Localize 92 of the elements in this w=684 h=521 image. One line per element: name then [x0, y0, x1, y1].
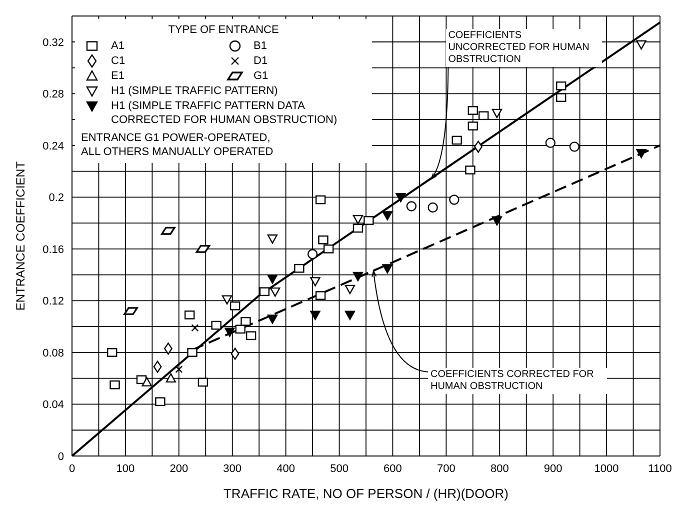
- point: [636, 40, 646, 50]
- legend-label: B1: [254, 39, 267, 53]
- point: [246, 331, 256, 340]
- point: [449, 194, 460, 205]
- annotation: COEFFICIENTS CORRECTED FOR HUMAN OBSTRUCTION: [428, 368, 608, 394]
- point: [492, 108, 502, 118]
- point: [468, 106, 478, 115]
- point: [318, 235, 328, 244]
- y-tick-label: 0.24: [42, 140, 64, 152]
- point: [222, 295, 232, 305]
- point: [310, 277, 320, 286]
- point: [344, 284, 356, 294]
- point: [492, 216, 502, 226]
- x-tick-label: 400: [276, 462, 295, 475]
- point: [106, 348, 118, 357]
- x-axis-title: TRAFFIC RATE, NO OF PERSON / (HR)(DOOR): [223, 486, 509, 501]
- point: [230, 348, 240, 360]
- point: [569, 142, 580, 152]
- point: [556, 93, 566, 102]
- x-tick-label: 1000: [594, 462, 619, 475]
- annotation: ENTRANCE G1 POWER-OPERATED, ALL OTHERS MANUALLY OPERATED: [81, 131, 274, 159]
- legend-label: E1: [111, 69, 124, 83]
- point: [636, 148, 646, 158]
- point: [259, 287, 270, 296]
- legend-label: D1: [254, 54, 268, 68]
- point: [344, 310, 356, 320]
- point: [428, 202, 438, 213]
- point: [191, 324, 199, 332]
- point: [310, 310, 320, 320]
- point: [155, 397, 166, 406]
- legend-title: TYPE OF ENTRANCE: [167, 23, 280, 37]
- x-tick-label: 300: [223, 462, 242, 475]
- y-tick-label: 0.12: [42, 296, 64, 308]
- point: [352, 224, 364, 233]
- point: [465, 166, 476, 174]
- point: [406, 201, 417, 212]
- legend-label: G1: [254, 69, 268, 83]
- point: [267, 314, 278, 324]
- point: [267, 274, 278, 284]
- point: [110, 380, 120, 390]
- point: [187, 348, 198, 357]
- x-tick-label: 700: [437, 462, 456, 475]
- point: [382, 264, 392, 274]
- legend-label: C1: [111, 54, 126, 68]
- point: [382, 211, 392, 220]
- point: [184, 310, 195, 320]
- point: [478, 111, 489, 120]
- legend-label: H1 (SIMPLE TRAFFIC PATTERN): [111, 84, 278, 98]
- y-tick-label: 0.16: [42, 244, 64, 256]
- x-tick-label: 900: [544, 462, 562, 475]
- y-tick-label: 0.2: [48, 192, 64, 204]
- point: [267, 234, 278, 244]
- legend-label: H1 (SIMPLE TRAFFIC PATTERN DATA CORRECTED FOR HUMAN OBSTRUCTION): [111, 99, 338, 127]
- x-tick-label: 1100: [648, 462, 672, 475]
- x-tick-label: 800: [490, 462, 509, 475]
- point: [240, 316, 251, 326]
- point: [198, 378, 208, 387]
- point: [323, 244, 334, 254]
- point: [396, 192, 406, 202]
- point: [230, 301, 240, 310]
- point: [270, 287, 280, 297]
- point: [352, 272, 364, 282]
- point: [153, 360, 162, 373]
- point: [224, 328, 235, 337]
- y-axis-title: ENTRANCE COEFFICIENT: [13, 160, 28, 311]
- point: [364, 216, 374, 225]
- point: [452, 136, 462, 145]
- point: [545, 138, 556, 148]
- x-tick-label: 600: [384, 462, 402, 475]
- y-tick-label: 0.28: [42, 88, 64, 101]
- point: [468, 122, 478, 130]
- point: [166, 373, 176, 383]
- annotation: COEFFICIENTS UNCORRECTED FOR HUMAN OBSTRUCTION: [446, 29, 602, 68]
- point: [315, 291, 326, 300]
- point: [315, 195, 326, 204]
- y-tick-label: 0.08: [42, 347, 64, 360]
- point: [175, 366, 183, 374]
- point: [307, 249, 318, 260]
- x-tick-label: 0: [68, 462, 76, 475]
- point: [556, 81, 566, 90]
- y-tick-label: 0.04: [42, 399, 64, 412]
- point: [352, 214, 364, 224]
- point: [294, 264, 304, 273]
- legend-label: A1: [111, 39, 124, 53]
- x-tick-label: 500: [330, 462, 348, 475]
- y-tick-label: 0.32: [42, 36, 64, 49]
- point: [211, 320, 222, 330]
- y-tick-label: 0: [58, 450, 64, 463]
- x-tick-label: 200: [170, 462, 188, 475]
- point: [235, 324, 246, 334]
- x-tick-label: 100: [116, 462, 135, 475]
- point: [142, 377, 152, 386]
